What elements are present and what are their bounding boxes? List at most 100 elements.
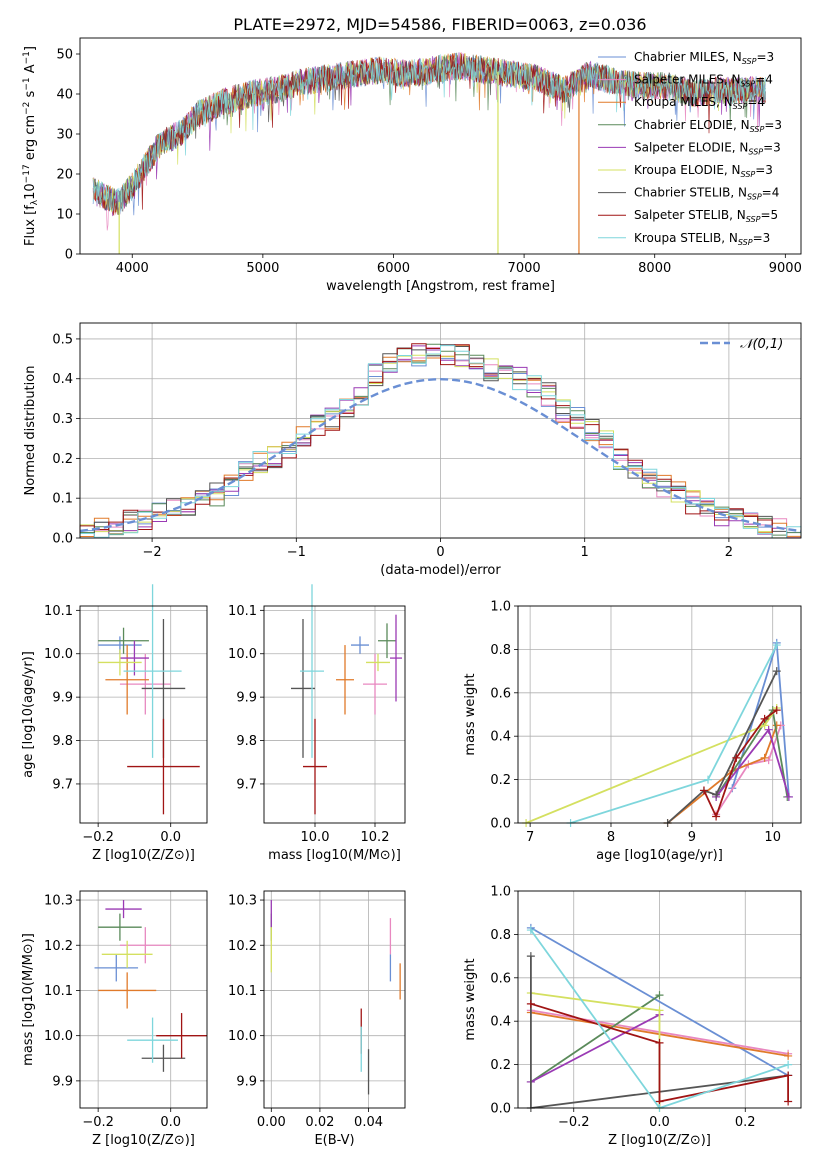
- axes-frame: [263, 890, 406, 1109]
- y-tick-label: 0.3: [52, 412, 73, 427]
- y-tick-label: 10.0: [44, 647, 73, 662]
- y-tick-label: 10.2: [44, 939, 73, 954]
- x-axis-label: E(B-V): [314, 1133, 354, 1148]
- x-tick-label: 7: [526, 830, 534, 845]
- axes-frame: [79, 37, 802, 255]
- histogram-series: [79, 343, 801, 539]
- y-tick-label: 0.4: [52, 372, 73, 387]
- x-tick-label: 2: [725, 545, 733, 560]
- y-tick-label: 9.7: [236, 777, 257, 792]
- y-tick-label: 0.5: [52, 332, 73, 347]
- weight-line: [530, 927, 789, 1077]
- y-axis-label: age [log10(age/yr)]: [21, 651, 36, 778]
- legend-label: Kroupa STELIB, NSSP=3: [634, 231, 770, 247]
- y-tick-label: 20: [56, 168, 73, 183]
- legend-label: Kroupa ELODIE, NSSP=3: [634, 163, 773, 179]
- y-tick-label: 10.3: [44, 894, 73, 909]
- legend-label: Chabrier ELODIE, NSSP=3: [634, 118, 782, 134]
- x-tick-label: 6000: [377, 261, 410, 276]
- axes-frame: [517, 605, 802, 824]
- y-axis-label: mass [log10(M/M⊙)]: [21, 933, 36, 1066]
- y-tick-label: 10: [56, 208, 73, 223]
- weight-marker: [526, 926, 535, 935]
- x-tick-label: 0.04: [354, 1115, 383, 1130]
- legend: Chabrier MILES, NSSP=3 Salpeter MILES, NS…: [598, 50, 782, 247]
- x-tick-label: 0.0: [649, 1115, 670, 1130]
- normal-curve: [79, 377, 802, 533]
- y-tick-label: 9.9: [52, 691, 73, 706]
- axes-frame: [517, 890, 802, 1109]
- weight-line: [667, 725, 778, 823]
- weight-marker: [784, 1097, 793, 1106]
- y-tick-label: 0.8: [490, 643, 511, 658]
- y-tick-label: 0.2: [52, 452, 73, 467]
- x-tick-label: −0.2: [82, 830, 114, 845]
- y-tick-label: 10.2: [228, 939, 257, 954]
- y-tick-label: 0.2: [490, 1058, 511, 1073]
- y-tick-label: 0: [65, 248, 73, 263]
- y-tick-label: 9.8: [236, 734, 257, 749]
- x-axis-label: age [log10(age/yr)]: [596, 848, 723, 863]
- weight-marker: [784, 1060, 793, 1069]
- x-tick-label: 0.0: [160, 830, 181, 845]
- legend-label: Salpeter ELODIE, NSSP=3: [634, 140, 781, 156]
- weight-marker: [712, 790, 721, 799]
- weight-marker: [772, 721, 781, 730]
- weight-marker: [764, 725, 773, 734]
- y-tick-label: 10.0: [44, 1029, 73, 1044]
- weight-line: [731, 642, 790, 798]
- y-tick-label: 0.4: [490, 730, 511, 745]
- weight-marker: [784, 1051, 793, 1060]
- y-tick-label: 1.0: [490, 885, 511, 900]
- x-tick-label: 9000: [769, 261, 802, 276]
- weight-marker: [655, 1038, 664, 1047]
- legend-label: Chabrier MILES, NSSP=3: [634, 50, 774, 66]
- weight-marker: [526, 999, 535, 1008]
- weight-line: [715, 725, 782, 815]
- axes-frame: [79, 890, 208, 1109]
- y-axis-label: mass weight: [463, 673, 478, 755]
- weight-marker: [704, 775, 713, 784]
- y-tick-label: 9.9: [52, 1074, 73, 1089]
- weight-marker: [772, 667, 781, 676]
- y-tick-label: 0.0: [490, 817, 511, 832]
- x-axis-label: (data-model)/error: [380, 563, 501, 578]
- y-tick-label: 0.0: [52, 532, 73, 547]
- x-tick-label: 8: [607, 830, 615, 845]
- x-tick-label: −1: [287, 545, 306, 560]
- weight-line: [530, 994, 661, 1083]
- x-tick-label: 10.0: [301, 830, 330, 845]
- weight-marker: [764, 756, 773, 765]
- histogram-series: [79, 345, 802, 539]
- y-tick-label: 10.0: [228, 1029, 257, 1044]
- weight-marker: [655, 991, 664, 1000]
- weight-vs-Z-panel: −0.2 0.0 0.2 0.0 0.2 0.4 0.6 0.8 1.0 Z [log10(Z/Z…: [463, 885, 802, 1148]
- y-tick-label: 10.0: [228, 647, 257, 662]
- weight-marker: [699, 786, 708, 795]
- y-tick-label: 0.4: [490, 1015, 511, 1030]
- y-tick-label: 10.1: [44, 604, 73, 619]
- x-tick-label: −0.2: [558, 1115, 590, 1130]
- y-tick-label: 10.1: [44, 984, 73, 999]
- x-tick-label: 0.00: [257, 1115, 286, 1130]
- spectrum-line: [92, 53, 766, 215]
- x-tick-label: 7000: [508, 261, 541, 276]
- y-tick-label: 30: [56, 128, 73, 143]
- axes-frame: [79, 322, 802, 539]
- y-tick-label: 10.3: [228, 894, 257, 909]
- y-tick-label: 1.0: [490, 600, 511, 615]
- weight-vs-age-panel: 7 8 9 10 0.0 0.2 0.4 0.6 0.8 1.0 age [log10(age/yr…: [463, 600, 802, 863]
- weight-line: [530, 1013, 660, 1083]
- figure-title: PLATE=2972, MJD=54586, FIBERID=0063, z=0…: [233, 15, 646, 34]
- weight-line: [530, 929, 789, 1108]
- y-axis-label: Flux [fλ10−17 erg cm−2 s−1 A−1]: [22, 46, 40, 246]
- legend-label: Chabrier STELIB, NSSP=4: [634, 186, 779, 202]
- x-tick-label: 8000: [638, 261, 671, 276]
- spectrum-panel: 4000 5000 6000 7000 8000 9000 0 10 20 30 40 50 wavel…: [22, 37, 802, 294]
- x-axis-label: Z [log10(Z/Z⊙)]: [92, 848, 195, 863]
- y-tick-label: 0.6: [490, 686, 511, 701]
- weight-marker: [760, 753, 769, 762]
- x-tick-label: 4000: [116, 261, 149, 276]
- y-tick-label: 9.9: [236, 1074, 257, 1089]
- y-tick-label: 50: [56, 48, 73, 63]
